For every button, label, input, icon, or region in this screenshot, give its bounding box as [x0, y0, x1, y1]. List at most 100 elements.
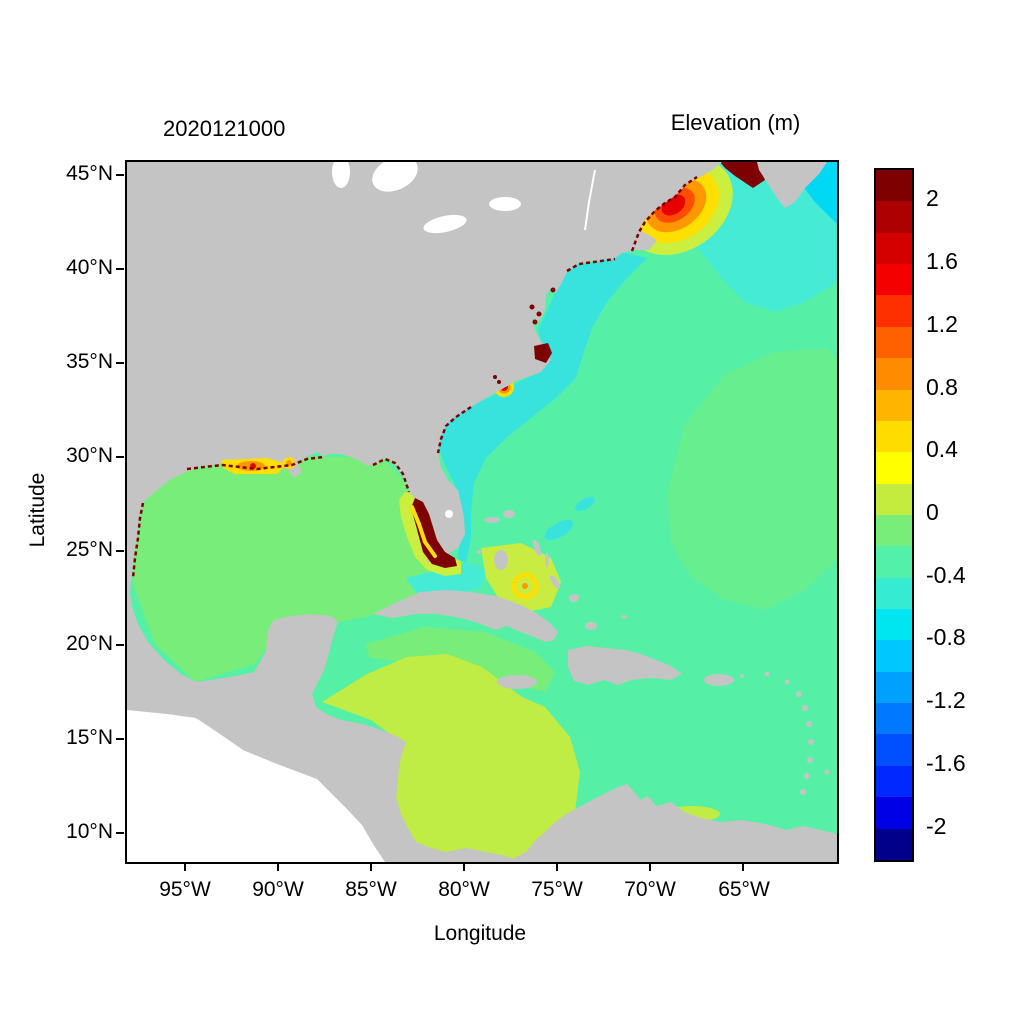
colorbar-swatches [876, 170, 912, 860]
colorbar-tick-label: 0 [926, 499, 939, 525]
x-tick-label: 70°W [624, 878, 676, 901]
central-atlantic-region [667, 348, 837, 610]
y-axis-label: Latitude [26, 472, 49, 548]
bahamas-cyan-patch [544, 519, 574, 541]
colorbar-band-18 [876, 734, 912, 766]
y-tick-label: 35°N [66, 350, 113, 373]
colorbar-band-21 [876, 828, 912, 860]
colorbar-band-10 [876, 483, 912, 515]
colorbar-title: Elevation (m) [670, 110, 801, 135]
colorbar-tick-label: -1.6 [926, 749, 966, 776]
colorbar-band-1 [876, 201, 912, 233]
pamlico-sound-hotspot [534, 343, 552, 363]
y-tick-label: 30°N [66, 444, 113, 467]
colorbar-band-17 [876, 703, 912, 735]
x-tick-label: 90°W [252, 878, 304, 901]
colorbar-band-20 [876, 797, 912, 829]
x-axis-label: Longitude [433, 922, 527, 945]
x-tick-mark [277, 863, 279, 871]
sw-caribbean-region [322, 654, 580, 862]
hudson-champlain-line [584, 169, 596, 231]
colorbar-band-13 [876, 577, 912, 610]
coastal-features-layer [131, 175, 698, 600]
colorbar-band-9 [876, 452, 912, 484]
west-florida-yellow-arc [410, 505, 437, 558]
colorbar-band-19 [876, 765, 912, 798]
y-tick-mark [116, 362, 124, 364]
east-coast-shelf-region [439, 252, 647, 563]
islands-layer [373, 510, 830, 795]
island-hispaniola [568, 646, 682, 685]
y-tick-mark [116, 456, 124, 458]
bahama-bank-ring [511, 572, 539, 600]
marsh-fringe-lines [131, 175, 698, 579]
x-tick-mark [556, 863, 558, 871]
colorbar-band-8 [876, 420, 912, 453]
colorbar [874, 168, 914, 862]
elevation-map [127, 162, 837, 862]
y-tick-label: 45°N [66, 162, 113, 185]
colorbar-band-7 [876, 389, 912, 421]
colorbar-band-16 [876, 671, 912, 704]
bahamas-cyan-patch [575, 497, 595, 511]
chesapeake-delaware-hotspots [493, 287, 556, 384]
colorbar-tick-label: 0.8 [926, 373, 958, 400]
colorbar-band-14 [876, 609, 912, 641]
x-tick-label: 75°W [531, 878, 583, 901]
west-florida-hotspot [411, 498, 457, 568]
great-lakes [332, 162, 521, 234]
y-tick-mark [116, 268, 124, 270]
colorbar-tick-label: 0.4 [926, 436, 958, 463]
colorbar-tick-label: 2 [926, 185, 939, 212]
y-tick-mark [116, 832, 124, 834]
x-tick-mark [463, 863, 465, 871]
lake-okeechobee [445, 510, 453, 518]
islands-lesser-antilles [740, 671, 830, 795]
outside-domain-pacific [127, 710, 385, 862]
y-tick-label: 10°N [66, 820, 113, 843]
island-cuba [373, 590, 558, 642]
colorbar-tick-label: -1.2 [926, 687, 966, 714]
colorbar-band-2 [876, 232, 912, 265]
islands-bahamas [477, 510, 627, 630]
colorbar-band-11 [876, 514, 912, 547]
land-south-america [507, 784, 837, 862]
island-puerto-rico [704, 674, 734, 686]
colorbar-band-0 [876, 170, 912, 202]
x-tick-label: 80°W [438, 878, 490, 901]
colorbar-tick-label: -2 [926, 812, 947, 839]
map-plot-area [125, 160, 839, 864]
land-nova-scotia [757, 162, 827, 208]
x-tick-mark [184, 863, 186, 871]
colorbar-band-15 [876, 640, 912, 672]
bay-of-fundy-hotspot [720, 162, 765, 188]
timestamp-title: 2020121000 [163, 116, 286, 141]
colorbar-tick-label: 1.2 [926, 310, 958, 337]
y-tick-mark [116, 550, 124, 552]
colorbar-tick-label: -0.4 [926, 561, 966, 588]
gulf-of-mexico-region [133, 457, 435, 682]
colorbar-tick-label: -0.8 [926, 624, 966, 651]
island-jamaica [497, 675, 537, 689]
y-tick-mark [116, 738, 124, 740]
colorbar-band-12 [876, 546, 912, 578]
y-tick-label: 25°N [66, 538, 113, 561]
y-tick-mark [116, 644, 124, 646]
y-tick-label: 20°N [66, 632, 113, 655]
colorbar-band-5 [876, 326, 912, 359]
florida-straits-region [406, 563, 486, 595]
x-tick-mark [742, 863, 744, 871]
colorbar-band-4 [876, 295, 912, 327]
colorbar-tick-label: 1.6 [926, 248, 958, 275]
colorbar-band-6 [876, 358, 912, 390]
x-tick-label: 85°W [345, 878, 397, 901]
x-tick-label: 95°W [159, 878, 211, 901]
x-tick-mark [370, 863, 372, 871]
colorbar-band-3 [876, 264, 912, 296]
x-tick-label: 65°W [718, 878, 770, 901]
y-tick-label: 15°N [66, 726, 113, 749]
x-tick-mark [649, 863, 651, 871]
y-tick-mark [116, 174, 124, 176]
y-tick-label: 40°N [66, 256, 113, 279]
